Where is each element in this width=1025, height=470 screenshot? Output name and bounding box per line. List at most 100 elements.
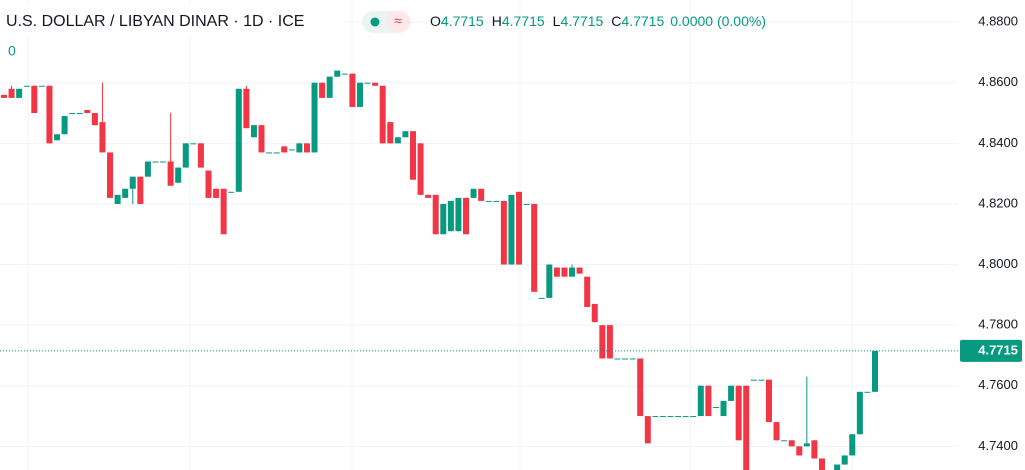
ohlc-key: C [611,13,621,29]
candles [1,70,878,470]
candle-body [455,197,462,232]
candle-body [818,458,825,470]
candle-body [243,88,250,129]
candle-body [61,116,68,135]
candle-body [743,385,750,470]
grid [0,21,958,447]
candle-body [417,143,424,195]
candle-body [228,191,235,193]
price-axis: 4.8800 4.8600 4.8400 4.8200 4.8000 4.7800 4.76… [978,14,1018,453]
status-pill-right [386,11,410,33]
candle-body [387,122,394,144]
candle-body [705,385,712,417]
candle-body [364,82,371,84]
market-open-dot [370,17,380,27]
candle-body [622,358,629,360]
candle-body [129,176,136,189]
candle-body [478,188,485,201]
candle-body [811,440,818,459]
candle-body [629,358,636,360]
candle-body [190,143,197,145]
candle-body [84,110,91,114]
y-tick-label: 4.7800 [978,317,1018,332]
change: 0.0000 (0.00%) [670,13,766,29]
candle-body [750,379,757,381]
candle-body [31,85,38,114]
candle-body [720,400,727,417]
candle-body [872,350,878,392]
candle-body [841,455,848,465]
candle-body [796,446,803,456]
candle-body [144,161,151,177]
candle-body [523,203,530,205]
candle-body [152,161,159,163]
candle-body [372,82,379,86]
candle-body [538,297,545,299]
last-price-label: 4.7715 [978,342,1018,357]
candle-body [250,125,257,138]
candle-body [69,113,76,115]
delay-icon: ≈ [394,13,402,29]
candle-body [8,88,15,98]
candle-body [569,267,576,277]
candle-body [175,167,182,183]
candle-body [508,194,515,265]
candle-body [258,125,265,153]
candle-body [546,264,553,298]
candle-body [712,406,719,408]
candle-body [137,176,144,204]
candle-body [652,416,659,418]
ohlc-value: 4.7715 [560,13,603,29]
candle-body [463,197,470,235]
candle-body [576,267,583,274]
candle-body [76,113,83,115]
y-tick-label: 4.8800 [978,14,1018,29]
candle-body [675,416,682,418]
candle-body [599,325,606,359]
candle-body [834,464,841,470]
candle-body [440,203,447,235]
candle-body [334,70,341,77]
y-tick-label: 4.8400 [978,135,1018,150]
candle-body [273,152,280,154]
y-tick-label: 4.7400 [978,438,1018,453]
candle-body [516,191,523,265]
candle-body [394,137,401,144]
candle-body [614,358,621,360]
candle-body [356,82,363,107]
candle-body [690,416,697,418]
candle-body [311,82,318,153]
candle-body [493,200,500,202]
candle-body [341,73,348,75]
candle-body [38,85,45,87]
candle-body [402,131,409,138]
y-tick-label: 4.8000 [978,256,1018,271]
last-price-box [960,339,1022,362]
candle-body [91,113,98,126]
ohlc-value: 4.7715 [441,13,484,29]
candle-body [99,122,106,153]
candle-body [16,88,23,98]
candle-body [213,188,220,198]
ohlc-value: 4.7715 [502,13,545,29]
candle-body [553,267,560,277]
candle-body [296,143,303,153]
candle-body [205,170,212,198]
candle-body [1,94,7,98]
candle-body [781,440,788,442]
candle-body [319,82,326,98]
candle-body [235,88,242,192]
y-tick-label: 4.8600 [978,74,1018,89]
y-tick-label: 4.7600 [978,377,1018,392]
symbol-title: U.S. DOLLAR / LIBYAN DINAR · 1D · ICE [6,13,304,30]
candle-body [220,188,227,235]
ohlc-key: O [430,13,441,29]
candle-body [432,194,439,235]
candle-body [659,416,666,418]
candle-body [735,385,742,441]
ohlc-legend: O4.7715 H4.7715 L4.7715 C4.7715 0.0000 (0.00… [430,13,766,29]
candle-body [485,200,492,202]
candle-body [606,325,613,359]
candle-body [54,134,61,141]
